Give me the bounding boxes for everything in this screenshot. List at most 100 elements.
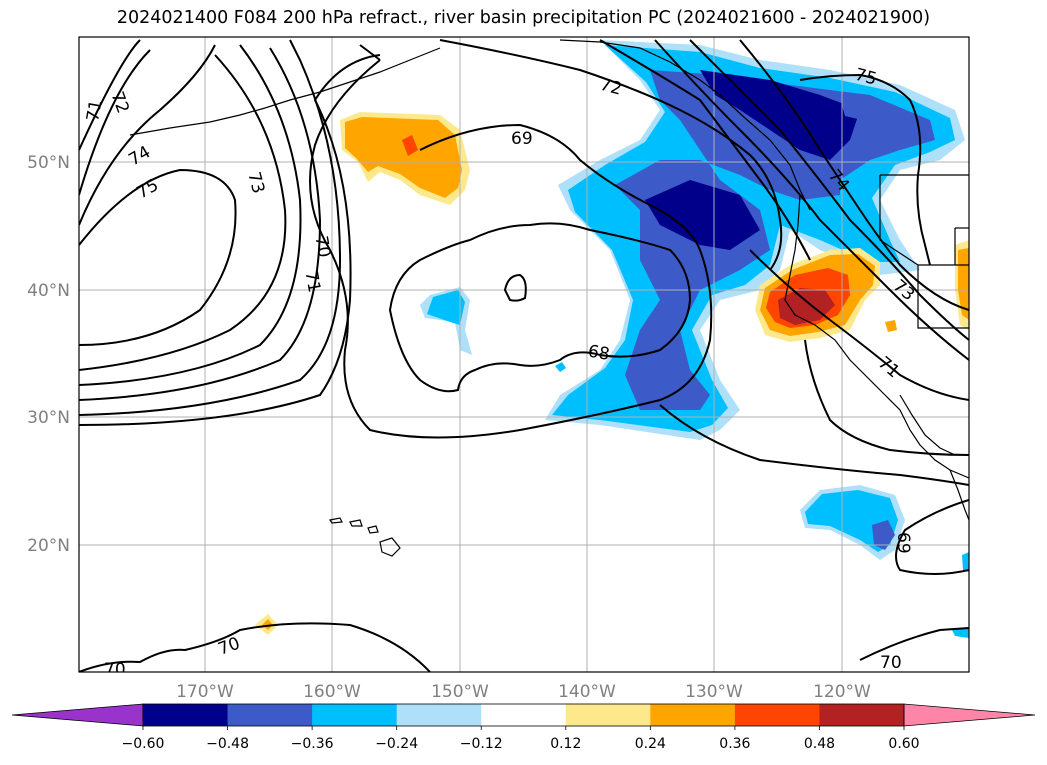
colorbar-box: [819, 704, 905, 726]
coast-baja-gulf: [899, 394, 956, 456]
colorbar: −0.60 −0.48 −0.36 −0.24 −0.12 0.12 0.24 0.36 0.4…: [11, 703, 1036, 752]
shade-speck-1: [555, 362, 566, 372]
coast-mexico: [949, 469, 969, 521]
contour-70-lower: [804, 339, 969, 456]
contour-72-b: [79, 47, 322, 401]
contour-71-west: [79, 39, 141, 151]
contour-label: 69: [511, 129, 533, 149]
lon-label: 150°W: [431, 682, 489, 702]
colorbar-tick-label: −0.48: [206, 736, 249, 752]
shade-ne-orange: [345, 117, 462, 198]
contour-73-b: [79, 44, 302, 386]
lon-label: 130°W: [685, 682, 743, 702]
colorbar-box: [734, 704, 820, 726]
contour-73-e: [689, 39, 969, 341]
map-title: 2024021400 F084 200 hPa refract., river …: [116, 8, 931, 28]
shade-ca-small: [885, 320, 897, 332]
contours: [79, 39, 969, 672]
colorbar-box: [650, 704, 736, 726]
hawaii-1: [329, 517, 343, 524]
shade-speck-2: [722, 410, 734, 422]
lat-label: 50°N: [27, 153, 70, 173]
contour-75-west: [79, 168, 237, 346]
contour-70-se: [859, 627, 969, 661]
colorbar-extend-high: [903, 703, 1036, 727]
contour-71-lower: [749, 249, 969, 401]
colorbar-frame: [142, 703, 905, 727]
shade-nw-dark-b: [840, 98, 880, 122]
colorbar-tick-label: 0.24: [635, 736, 666, 752]
contour-71-e: [654, 39, 969, 361]
contour-72-west: [79, 49, 151, 196]
shade-speck-4: [952, 628, 969, 638]
colorbar-extend-low: [11, 703, 144, 727]
contour-label: 70: [104, 660, 126, 680]
hawaii-3: [367, 525, 379, 534]
contour-label: 68: [586, 341, 611, 364]
colorbar-tick-label: −0.12: [460, 736, 503, 752]
shade-nw-dark: [615, 70, 935, 410]
hawaii-2: [349, 519, 363, 527]
colorbar-tick-label: −0.60: [122, 736, 165, 752]
shade-nw-darkest: [700, 70, 860, 160]
map-frame: [78, 36, 970, 673]
colorbar-tick-label: 0.48: [804, 736, 835, 752]
lon-label: 120°W: [813, 682, 871, 702]
coastlines: [129, 39, 969, 557]
shade-baja-dark: [872, 520, 895, 550]
contour-70-e: [599, 39, 811, 261]
lat-label: 30°N: [27, 408, 70, 428]
contour-74-west: [79, 44, 216, 226]
colorbar-box: [565, 704, 651, 726]
contour-label: 69: [893, 532, 913, 554]
contour-72-e: [439, 39, 783, 271]
map-plot-area: 71 72 74 75 73 70 71 69 72 75 74 68 73 7…: [79, 37, 969, 680]
contour-label: 71: [301, 269, 324, 294]
graticule: [79, 37, 969, 672]
state-border-3: [917, 265, 969, 329]
contour-70-b: [79, 39, 342, 416]
colorbar-box: [312, 704, 398, 726]
contour-label: 70: [880, 653, 902, 673]
lat-labels: 50°N 40°N 30°N 20°N: [27, 153, 70, 556]
shade-ne-red: [402, 135, 418, 156]
contour-73-a: [79, 54, 287, 371]
lon-label: 170°W: [176, 682, 234, 702]
coast-alaska: [559, 39, 811, 211]
contour-69-head: [359, 44, 381, 61]
lat-label: 40°N: [27, 281, 70, 301]
colorbar-tick-label: 0.60: [888, 736, 919, 752]
contour-70-sw: [79, 622, 431, 672]
contour-68: [388, 222, 692, 393]
colorbar-box: [481, 704, 567, 726]
precip-shading: [255, 40, 969, 638]
colorbar-box: [143, 704, 229, 726]
coast-aleutians: [129, 47, 441, 136]
contour-69: [309, 59, 713, 439]
shade-ca-darkred: [778, 288, 835, 325]
lon-label: 160°W: [303, 682, 361, 702]
shade-central-blue-mid: [427, 290, 465, 325]
contour-71-c: [79, 54, 381, 426]
lat-label: 20°N: [27, 536, 70, 556]
colorbar-tick-label: −0.24: [375, 736, 418, 752]
contour-label: 71: [83, 98, 106, 123]
shade-east-edge-o: [958, 248, 969, 320]
colorbar-box: [227, 704, 313, 726]
lon-label: 140°W: [558, 682, 616, 702]
hawaii-4: [379, 537, 401, 557]
shade-speck-hawaii-south-o: [262, 619, 273, 630]
colorbar-tick-label: −0.36: [291, 736, 334, 752]
coast-pnw: [784, 194, 886, 396]
contour-68-inner: [503, 273, 527, 302]
colorbar-tick-label: 0.36: [719, 736, 750, 752]
colorbar-tick-label: 0.12: [550, 736, 581, 752]
state-border-2: [879, 175, 969, 266]
shade-nw-darkest-b: [645, 180, 760, 250]
contour-74-e: [739, 39, 969, 311]
colorbar-box: [396, 704, 482, 726]
lon-labels: 170°W 160°W 150°W 140°W 130°W 120°W: [176, 682, 871, 702]
contour-label: 70: [311, 234, 334, 259]
contour-69-se: [895, 499, 969, 575]
